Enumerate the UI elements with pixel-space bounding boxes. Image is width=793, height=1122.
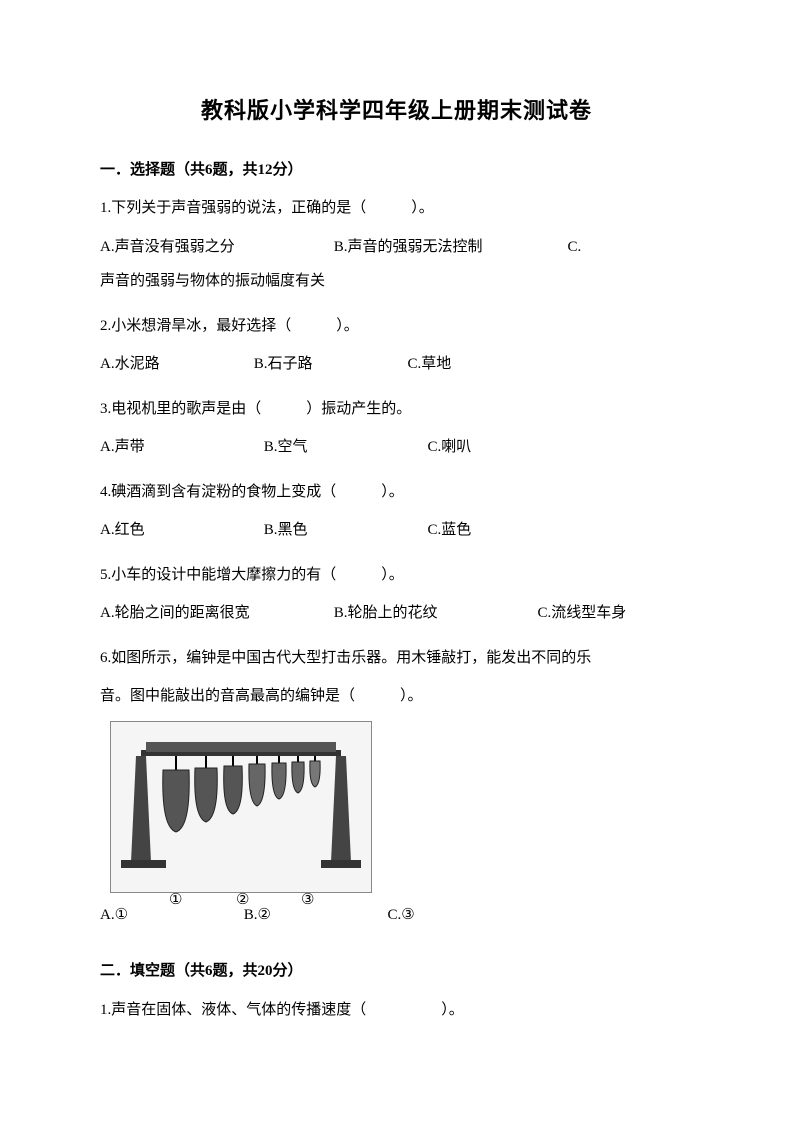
q1-option-b: B.声音的强弱无法控制 (334, 233, 564, 262)
question-3: 3.电视机里的歌声是由（ ）振动产生的。 (100, 395, 693, 424)
question-4-options: A.红色 B.黑色 C.蓝色 (100, 516, 693, 545)
question-1: 1.下列关于声音强弱的说法，正确的是（ ）。 (100, 194, 693, 223)
question-5: 5.小车的设计中能增大摩擦力的有（ ）。 (100, 561, 693, 590)
question-5-options: A.轮胎之间的距离很宽 B.轮胎上的花纹 C.流线型车身 (100, 599, 693, 628)
q2-option-a: A.水泥路 (100, 350, 250, 379)
question-3-options: A.声带 B.空气 C.喇叭 (100, 433, 693, 462)
question-6-line2: 音。图中能敲出的音高最高的编钟是（ ）。 (100, 682, 693, 711)
q4-option-b: B.黑色 (264, 516, 424, 545)
q4-option-c: C.蓝色 (428, 516, 472, 545)
q2-option-b: B.石子路 (254, 350, 404, 379)
bells-image: ① ② ③ (110, 721, 372, 893)
q6-option-c: C.③ (388, 901, 415, 930)
exam-page: 教科版小学科学四年级上册期末测试卷 一．选择题（共6题，共12分） 1.下列关于… (0, 0, 793, 1122)
bell-label-3: ③ (301, 886, 314, 915)
bell-label-1: ① (169, 886, 182, 915)
section2-question-1: 1.声音在固体、液体、气体的传播速度（ ）。 (100, 996, 693, 1025)
section-1-header: 一．选择题（共6题，共12分） (100, 156, 693, 185)
question-1-options: A.声音没有强弱之分 B.声音的强弱无法控制 C. 声音的强弱与物体的振动幅度有… (100, 233, 693, 296)
q1-option-c-prefix: C. (568, 233, 582, 262)
q4-option-a: A.红色 (100, 516, 260, 545)
q1-option-a: A.声音没有强弱之分 (100, 233, 330, 262)
question-6-options: A.① B.② C.③ (100, 901, 693, 930)
q5-option-c: C.流线型车身 (538, 599, 627, 628)
q1-option-c-text: 声音的强弱与物体的振动幅度有关 (100, 267, 693, 296)
q5-option-a: A.轮胎之间的距离很宽 (100, 599, 330, 628)
q3-option-c: C.喇叭 (428, 433, 472, 462)
page-title: 教科版小学科学四年级上册期末测试卷 (100, 90, 693, 132)
question-6-line1: 6.如图所示，编钟是中国古代大型打击乐器。用木锤敲打，能发出不同的乐 (100, 644, 693, 673)
q3-option-b: B.空气 (264, 433, 424, 462)
question-2: 2.小米想滑旱冰，最好选择（ ）。 (100, 312, 693, 341)
question-2-options: A.水泥路 B.石子路 C.草地 (100, 350, 693, 379)
bells-svg (121, 732, 361, 882)
question-4: 4.碘酒滴到含有淀粉的食物上变成（ ）。 (100, 478, 693, 507)
q2-option-c: C.草地 (408, 350, 452, 379)
q3-option-a: A.声带 (100, 433, 260, 462)
section-2-header: 二．填空题（共6题，共20分） (100, 957, 693, 986)
bell-label-2: ② (236, 886, 249, 915)
q5-option-b: B.轮胎上的花纹 (334, 599, 534, 628)
